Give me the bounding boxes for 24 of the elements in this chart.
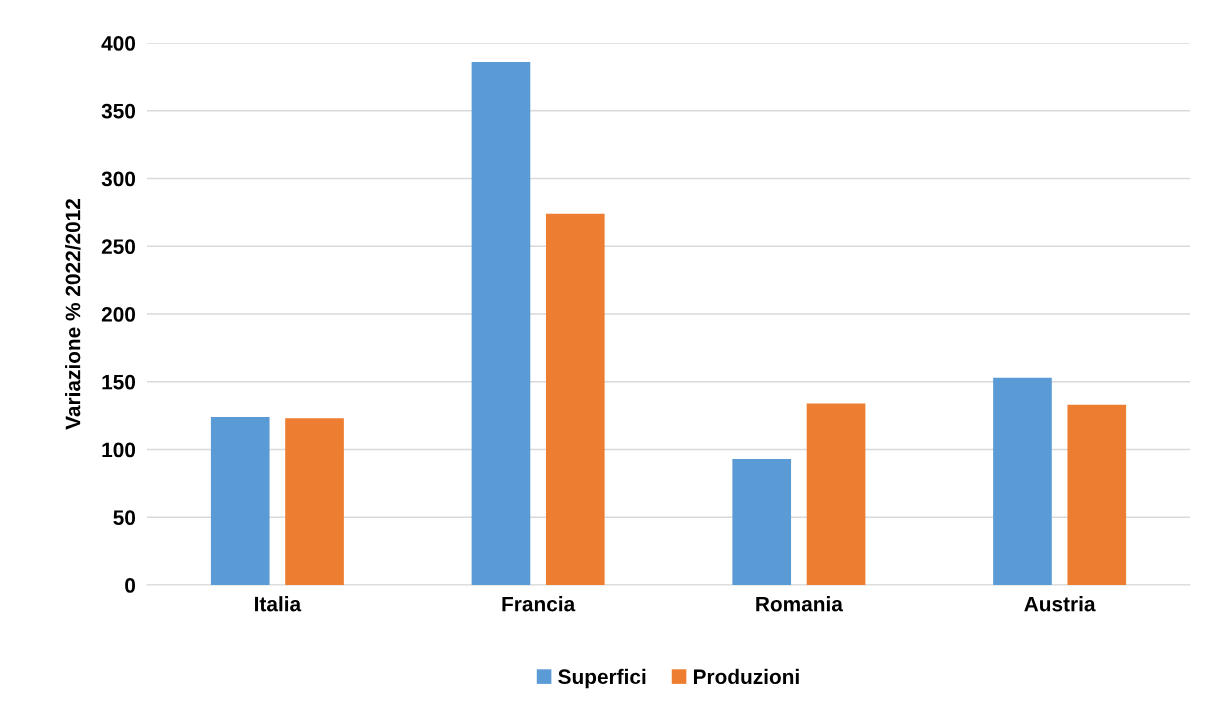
y-tick-label: 200 — [101, 307, 136, 322]
bar — [471, 61, 531, 585]
bar — [806, 403, 866, 585]
y-tick-label: 350 — [101, 103, 136, 119]
y-tick-label: 50 — [113, 510, 136, 525]
legend-label: Produzioni — [693, 668, 799, 685]
legend-label: Superfici — [558, 668, 646, 689]
x-tick-label: Francia — [502, 596, 576, 612]
y-tick-label: 250 — [101, 239, 136, 254]
bar — [210, 416, 270, 585]
y-tick-label: 150 — [102, 374, 136, 390]
x-tick-label: Austria — [1024, 596, 1096, 612]
bar — [285, 418, 344, 585]
y-tick-label: 400 — [101, 36, 136, 51]
x-tick-label: Romania — [756, 596, 843, 612]
bar — [1067, 404, 1127, 585]
y-tick-label: 300 — [101, 171, 136, 187]
bar — [545, 213, 605, 585]
bar — [993, 377, 1052, 585]
y-axis-title: Variazione % 2022/2012 — [65, 199, 81, 430]
x-tick-label: Italia — [255, 596, 302, 612]
y-tick-label: 100 — [102, 442, 136, 458]
y-tick-label: 0 — [125, 578, 136, 593]
bar — [732, 458, 792, 585]
